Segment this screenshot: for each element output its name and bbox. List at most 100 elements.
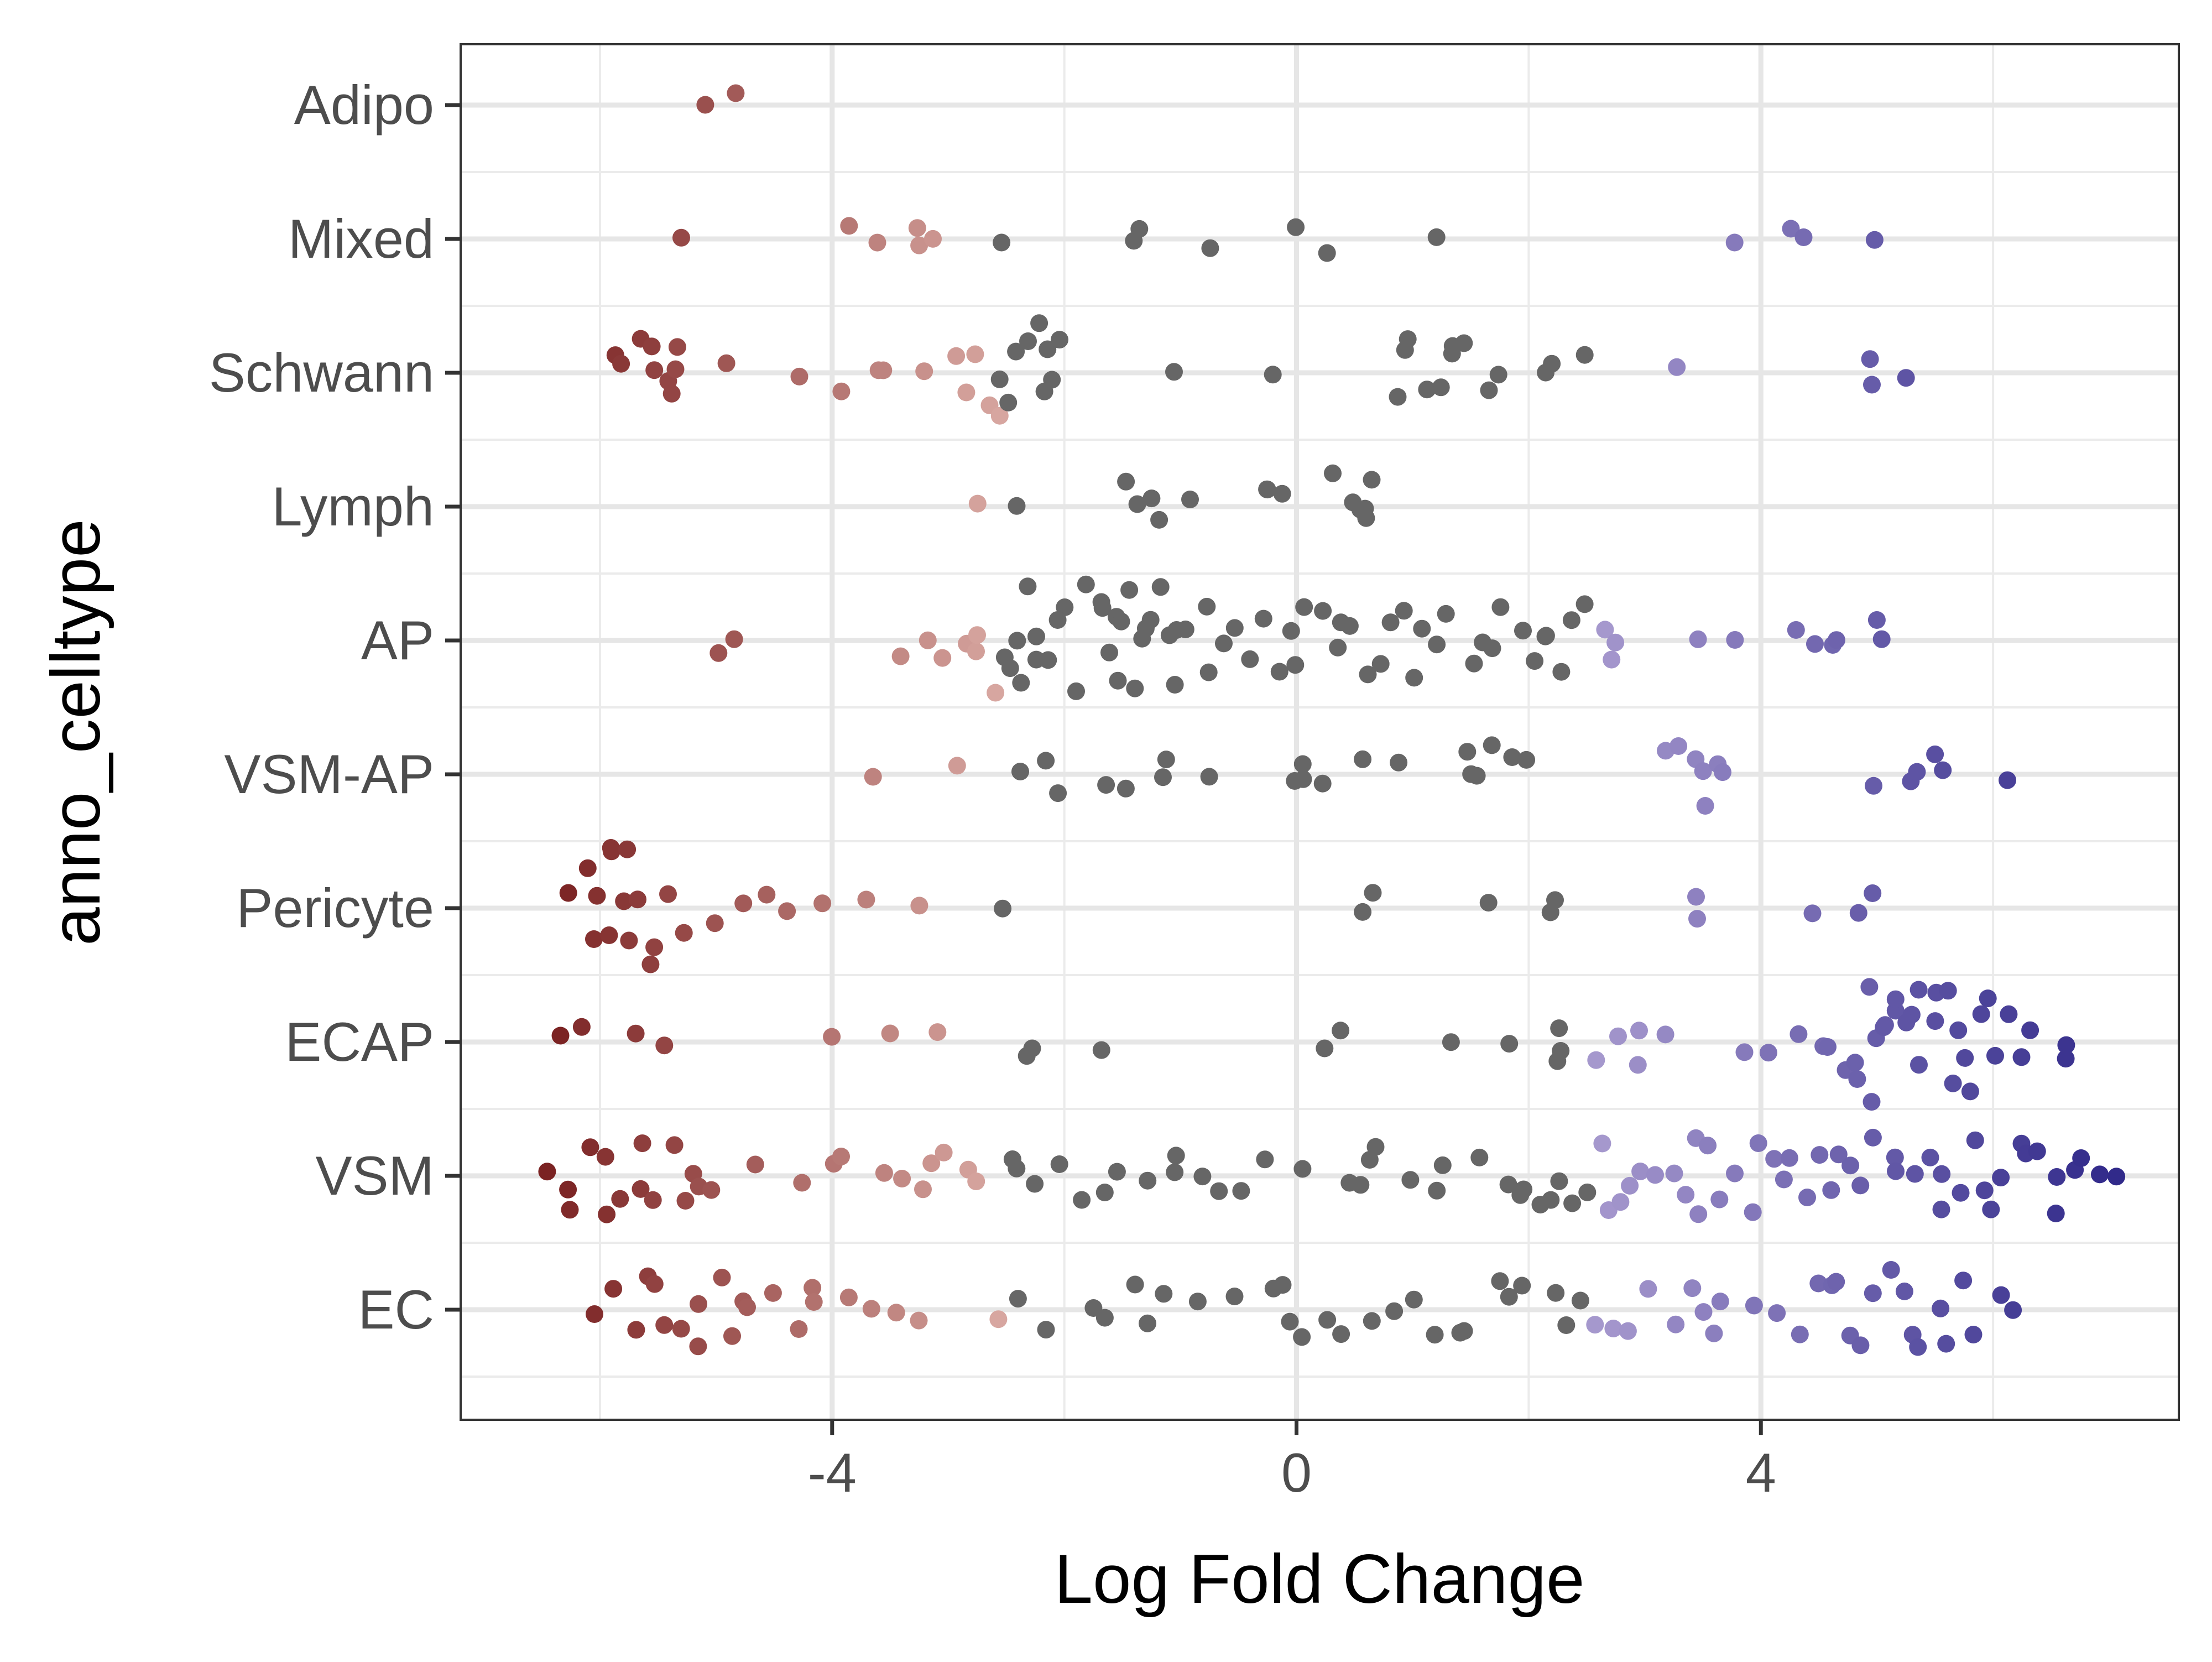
data-point-ap: [1067, 682, 1085, 700]
data-point-mixed: [910, 236, 928, 254]
data-point-ap: [1872, 630, 1891, 648]
data-point-ec: [1491, 1272, 1509, 1290]
data-point-vsm-ap: [1011, 763, 1029, 780]
data-point-schwann: [966, 345, 984, 363]
data-point-schwann: [668, 338, 686, 356]
data-point-ecap: [2057, 1050, 2075, 1068]
data-point-mixed: [1318, 244, 1336, 262]
data-point-ec: [689, 1337, 707, 1356]
data-point-vsm: [665, 1136, 684, 1154]
data-point-ap: [967, 642, 985, 660]
data-point-schwann: [612, 355, 630, 373]
data-point-vsm: [1992, 1169, 2010, 1187]
data-point-ecap: [572, 1018, 591, 1036]
data-point-mixed: [840, 217, 858, 235]
data-point-schwann: [999, 393, 1018, 411]
data-point-mixed: [1427, 228, 1446, 246]
data-point-ap: [1787, 621, 1805, 639]
data-point-mixed: [1782, 220, 1800, 238]
data-point-vsm: [1026, 1175, 1044, 1193]
data-point-vsm: [1952, 1184, 1970, 1202]
data-point-vsm-ap: [948, 757, 966, 775]
data-point-pericyte: [588, 887, 606, 905]
data-point-mixed: [1725, 233, 1744, 252]
data-point-mixed: [672, 228, 690, 247]
data-point-schwann: [1480, 381, 1498, 399]
data-point-ec: [627, 1321, 645, 1339]
data-point-schwann: [666, 360, 685, 378]
data-point-pericyte: [910, 897, 928, 915]
data-point-vsm: [1210, 1182, 1228, 1200]
data-point-vsm: [561, 1201, 579, 1219]
data-point-vsm: [1593, 1134, 1611, 1153]
data-point-ec: [723, 1327, 741, 1345]
data-point-ecap: [627, 1024, 645, 1043]
data-point-ap: [1166, 676, 1184, 694]
data-point-pericyte: [1364, 884, 1382, 902]
data-point-ap: [1215, 634, 1233, 653]
data-point-vsm: [1550, 1172, 1568, 1190]
data-point-ecap: [1910, 1056, 1928, 1074]
data-point-ec: [1791, 1325, 1809, 1343]
data-point-pericyte: [706, 914, 724, 932]
data-point-ap: [1151, 578, 1170, 596]
data-point-pericyte: [1803, 904, 1822, 923]
data-point-ecap: [1819, 1038, 1837, 1056]
y-tick-label-adipo: Adipo: [294, 74, 434, 136]
data-point-vsm: [1470, 1148, 1489, 1166]
y-tick-label-pericyte: Pericyte: [236, 877, 434, 939]
data-point-ecap: [1863, 1093, 1881, 1111]
data-point-vsm: [793, 1174, 811, 1192]
data-point-ecap: [1986, 1046, 2004, 1065]
data-point-vsm: [1108, 1163, 1126, 1181]
data-point-vsm: [2072, 1149, 2090, 1167]
data-point-vsm: [1073, 1191, 1091, 1209]
data-point-ap: [1867, 611, 1886, 629]
data-point-ec: [1155, 1285, 1173, 1303]
data-point-vsm: [596, 1148, 614, 1166]
data-point-vsm: [1699, 1137, 1717, 1155]
data-point-ecap: [1876, 1016, 1894, 1034]
data-point-vsm: [611, 1190, 629, 1208]
data-point-ap: [1603, 650, 1621, 669]
data-point-lymph: [1273, 484, 1291, 503]
data-point-ap: [891, 647, 910, 665]
data-point-ap: [1806, 635, 1824, 653]
data-point-vsm: [1366, 1138, 1385, 1156]
data-point-pericyte: [600, 926, 618, 944]
data-point-vsm: [1765, 1150, 1783, 1168]
data-point-vsm: [2028, 1142, 2046, 1160]
data-point-vsm: [1139, 1171, 1157, 1190]
data-point-ecap: [2000, 1005, 2018, 1023]
data-point-ec: [1293, 1328, 1311, 1346]
data-point-ecap: [1956, 1049, 1974, 1067]
data-point-vsm: [633, 1134, 651, 1153]
data-point-vsm: [1966, 1131, 1984, 1149]
data-point-vsm: [1886, 1148, 1904, 1166]
data-point-lymph: [1128, 495, 1146, 513]
data-point-ec: [1864, 1284, 1882, 1302]
data-point-ec: [1455, 1322, 1473, 1340]
data-point-ec: [655, 1316, 674, 1334]
data-point-vsm: [581, 1138, 599, 1156]
data-point-ecap: [2012, 1048, 2031, 1066]
data-point-ec: [1547, 1284, 1565, 1302]
data-point-ec: [790, 1320, 808, 1338]
data-point-ec: [989, 1310, 1008, 1328]
data-point-ap: [1491, 598, 1510, 616]
data-point-ec: [604, 1280, 623, 1298]
data-point-ecap: [1629, 1056, 1647, 1074]
data-point-ap: [1198, 597, 1216, 616]
data-point-vsm-ap: [1934, 761, 1952, 779]
data-point-pericyte: [1687, 888, 1705, 906]
data-point-ec: [1882, 1261, 1900, 1279]
data-point-schwann: [1455, 334, 1473, 352]
data-point-ecap: [1332, 1022, 1350, 1040]
data-point-schwann: [1007, 342, 1025, 361]
data-point-adipo: [696, 96, 714, 114]
data-point-schwann: [1418, 381, 1436, 399]
data-point-vsm: [644, 1191, 662, 1209]
data-point-ec: [1932, 1299, 1950, 1317]
data-point-vsm: [1829, 1145, 1848, 1164]
